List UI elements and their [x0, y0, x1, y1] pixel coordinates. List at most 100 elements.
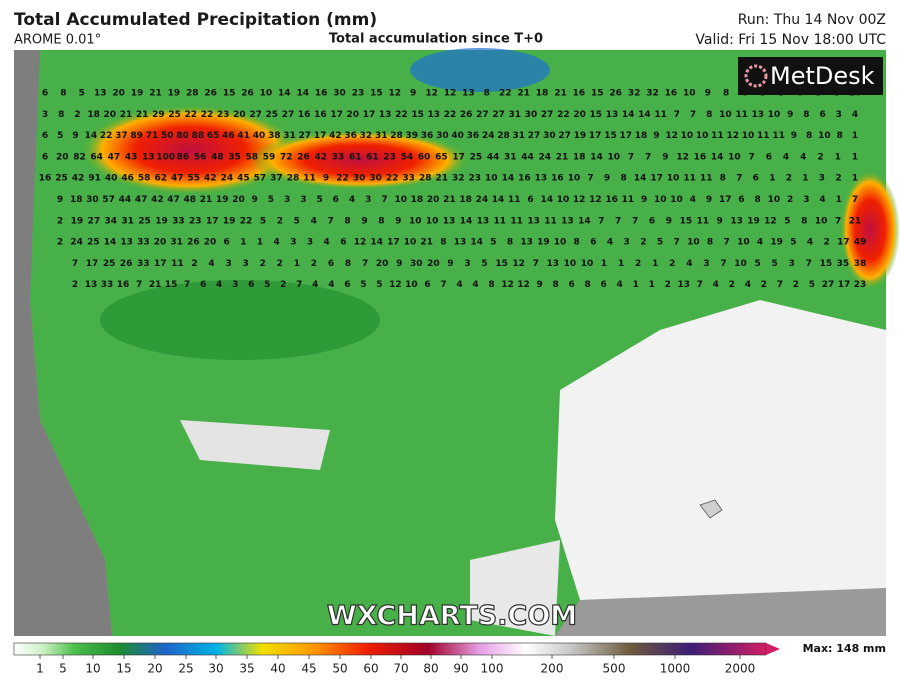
- grid-value: 10: [607, 152, 620, 162]
- grid-value: 24: [221, 174, 234, 184]
- grid-value: 17: [838, 280, 851, 290]
- grid-value: 2: [280, 280, 286, 290]
- grid-value: 3: [836, 110, 842, 120]
- grid-value: 2: [665, 280, 671, 290]
- grid-value: 7: [296, 280, 302, 290]
- grid-value: 10: [485, 174, 498, 184]
- grid-value: 65: [207, 131, 220, 141]
- watermark: WXCHARTS.COM: [327, 601, 577, 632]
- grid-value: 28: [390, 131, 403, 141]
- grid-value: 6: [601, 280, 607, 290]
- grid-value: 6: [248, 280, 254, 290]
- grid-value: 5: [754, 259, 760, 269]
- grid-value: 15: [590, 110, 603, 120]
- grid-value: 3: [290, 238, 296, 248]
- grid-value: 20: [154, 238, 167, 248]
- grid-value: 8: [837, 131, 843, 141]
- grid-value: 7: [645, 152, 651, 162]
- grid-value: 7: [136, 280, 142, 290]
- grid-value: 61: [349, 152, 362, 162]
- grid-value: 2: [761, 280, 767, 290]
- grid-value: 17: [387, 238, 400, 248]
- grid-value: 2: [793, 280, 799, 290]
- grid-value: 1: [836, 195, 842, 205]
- grid-value: 17: [650, 174, 663, 184]
- grid-value: 17: [363, 110, 376, 120]
- grid-value: 10: [728, 152, 741, 162]
- grid-value: 3: [243, 259, 249, 269]
- grid-value: 25: [55, 174, 68, 184]
- grid-value: 21: [849, 216, 862, 226]
- grid-value: 2: [640, 238, 646, 248]
- grid-value: 42: [72, 174, 85, 184]
- grid-value: 86: [177, 152, 190, 162]
- grid-value: 4: [328, 280, 334, 290]
- grid-value: 24: [70, 238, 83, 248]
- max-label: Max: 148 mm: [803, 642, 886, 655]
- grid-value: 3: [232, 280, 238, 290]
- grid-value: 10: [683, 89, 696, 99]
- grid-value: 5: [790, 238, 796, 248]
- grid-value: 6: [590, 238, 596, 248]
- grid-value: 9: [662, 152, 668, 162]
- grid-value: 21: [443, 195, 456, 205]
- grid-value: 11: [171, 259, 184, 269]
- grid-value: 11: [508, 195, 521, 205]
- grid-value: 14: [104, 238, 117, 248]
- grid-value: 4: [617, 280, 623, 290]
- grid-value: 37: [115, 131, 128, 141]
- grid-value: 25: [87, 238, 100, 248]
- grid-value: 10: [742, 131, 755, 141]
- grid-value: 20: [233, 110, 246, 120]
- grid-value: 1: [633, 280, 639, 290]
- grid-value: 17: [330, 110, 343, 120]
- grid-value: 91: [88, 174, 101, 184]
- grid-value: 5: [481, 259, 487, 269]
- grid-value: 13: [520, 238, 533, 248]
- grid-value: 59: [263, 152, 276, 162]
- grid-value: 11: [697, 216, 710, 226]
- grid-value: 10: [768, 195, 781, 205]
- tick-label: 60: [363, 662, 378, 676]
- grid-value: 26: [187, 238, 200, 248]
- grid-value: 9: [706, 195, 712, 205]
- grid-value: 12: [444, 89, 457, 99]
- grid-value: 1: [649, 280, 655, 290]
- grid-value: 11: [510, 216, 523, 226]
- grid-value: 22: [240, 216, 253, 226]
- grid-value: 24: [539, 152, 552, 162]
- grid-value: 16: [315, 89, 328, 99]
- grid-value: 7: [598, 216, 604, 226]
- grid-value: 8: [803, 110, 809, 120]
- grid-value: 1: [852, 131, 858, 141]
- grid-value: 16: [573, 89, 586, 99]
- grid-value: 11: [683, 174, 696, 184]
- grid-value: 4: [686, 259, 692, 269]
- grid-value: 22: [499, 89, 512, 99]
- grid-value: 13: [462, 89, 475, 99]
- grid-value: 5: [809, 280, 815, 290]
- grid-value: 58: [138, 174, 151, 184]
- grid-value: 7: [533, 259, 539, 269]
- grid-value: 48: [184, 195, 197, 205]
- grid-value: 19: [223, 216, 236, 226]
- grid-value: 10: [696, 131, 709, 141]
- grid-value: 12: [764, 216, 777, 226]
- grid-value: 56: [194, 152, 207, 162]
- grid-value: 3: [464, 259, 470, 269]
- grid-value: 14: [370, 238, 383, 248]
- grid-value: 32: [628, 89, 641, 99]
- grid-value: 2: [277, 216, 283, 226]
- grid-value: 14: [711, 152, 724, 162]
- grid-value: 5: [264, 280, 270, 290]
- grid-value: 6: [568, 280, 574, 290]
- grid-value: 40: [451, 131, 464, 141]
- grid-value: 30: [353, 174, 366, 184]
- tick-label: 200: [541, 662, 564, 676]
- grid-value: 4: [800, 152, 806, 162]
- tick-label: 40: [270, 662, 285, 676]
- grid-value: 13: [547, 259, 560, 269]
- tick-label: 15: [116, 662, 131, 676]
- tick-label: 35: [239, 662, 254, 676]
- grid-value: 7: [72, 259, 78, 269]
